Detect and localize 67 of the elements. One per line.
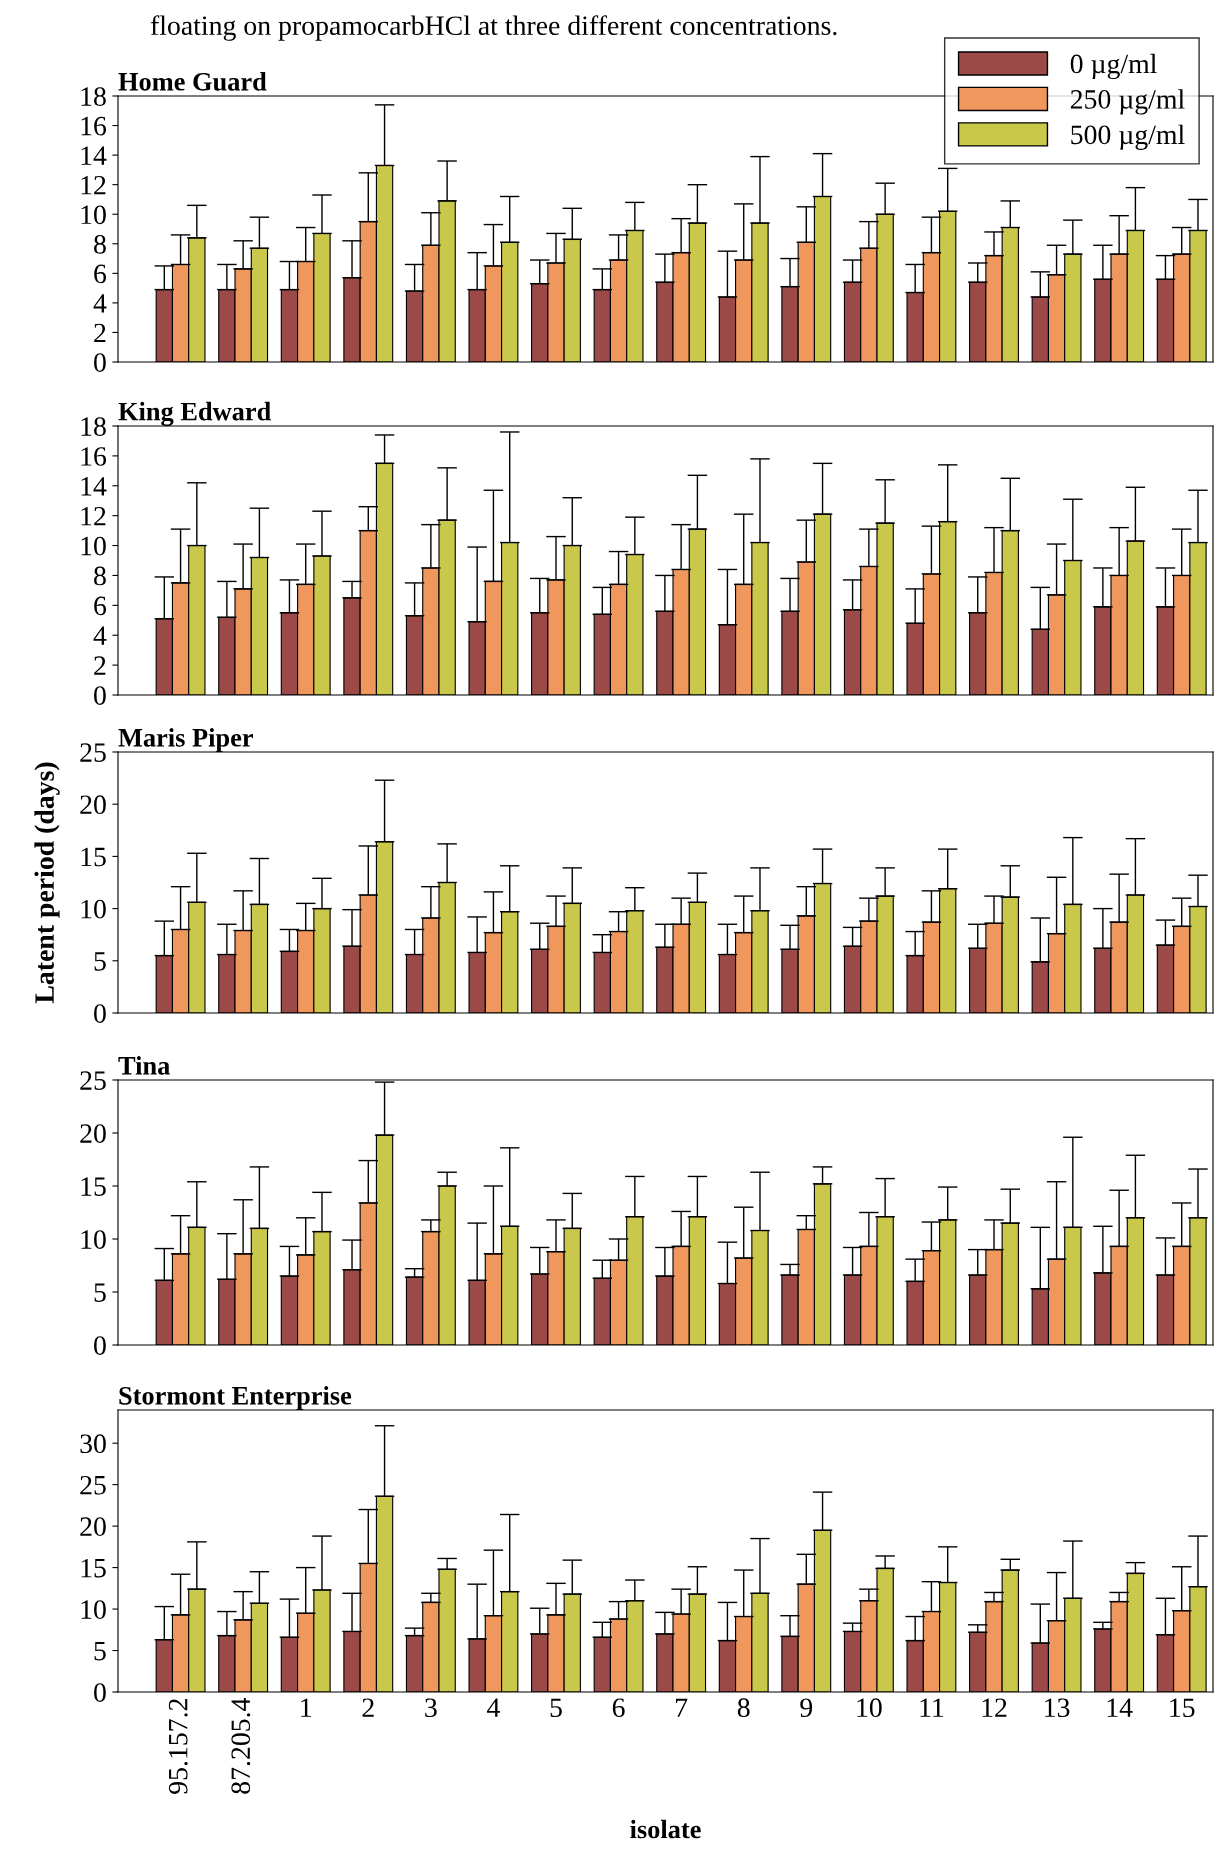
y-tick-label: 12	[81, 506, 106, 526]
x-tick-label: 3	[425, 1698, 437, 1718]
x-tick-label: 14	[1107, 1698, 1133, 1717]
y-tick-label: 25	[80, 1071, 106, 1090]
y-tick-label: 20	[80, 795, 106, 815]
y-tick-label: 5	[94, 952, 106, 971]
x-tick-label: 95.157.2	[168, 1699, 188, 1794]
y-tick-label: 18	[81, 87, 106, 106]
y-tick-label: 15	[81, 1558, 106, 1578]
y-tick-label: 20	[80, 1124, 106, 1143]
y-tick-label: 16	[81, 447, 107, 466]
x-tick-label: 12	[982, 1698, 1007, 1717]
y-tick-label: 30	[80, 1434, 106, 1454]
y-tick-label: 10	[81, 1230, 106, 1249]
y-tick-label: 0	[94, 1683, 106, 1702]
y-tick-label: 6	[94, 264, 107, 284]
text: floating on propamocarbHCl at three different concentrations.	[150, 15, 837, 41]
y-axis-title: Latent period (days)	[34, 762, 60, 1004]
y-tick-label: 2	[94, 656, 106, 675]
y-tick-label: 14	[81, 146, 107, 165]
x-tick-label: 87.205.4	[231, 1697, 251, 1794]
x-tick-label: 1	[301, 1698, 311, 1717]
x-tick-label: 9	[800, 1698, 813, 1718]
x-tick-label: 13	[1045, 1698, 1070, 1718]
y-tick-label: 5	[94, 1283, 106, 1302]
x-tick-label: 11	[920, 1698, 944, 1717]
y-tick-label: 10	[81, 536, 106, 556]
legend-label: 500 µg/ml	[1071, 124, 1185, 150]
y-tick-label: 8	[94, 566, 106, 586]
x-tick-label: 10	[857, 1698, 882, 1718]
chart-title: Maris Piper	[118, 728, 253, 752]
y-tick-label: 15	[81, 847, 106, 867]
y-tick-label: 14	[81, 477, 107, 496]
y-tick-label: 10	[81, 205, 106, 225]
chart-title: Tina	[118, 1056, 170, 1075]
y-tick-label: 0	[94, 353, 106, 372]
y-tick-label: 10	[81, 1600, 106, 1619]
y-tick-label: 12	[81, 175, 106, 195]
chart-title: Stormont Enterprise	[119, 1386, 352, 1410]
x-tick-label: 4	[487, 1698, 500, 1717]
x-axis-title: isolate	[630, 1819, 701, 1839]
y-tick-label: 25	[80, 1475, 106, 1495]
y-tick-label: 6	[94, 596, 107, 616]
y-tick-label: 4	[93, 626, 107, 645]
x-tick-label: 7	[676, 1698, 688, 1717]
legend-label: 0 µg/ml	[1070, 53, 1157, 80]
y-tick-label: 16	[81, 116, 107, 136]
y-tick-label: 0	[94, 1004, 106, 1023]
y-tick-label: 0	[94, 1336, 106, 1355]
y-tick-label: 25	[80, 743, 106, 762]
chart-title: King Edward	[118, 401, 271, 426]
y-tick-label: 5	[94, 1641, 106, 1661]
y-tick-label: 20	[80, 1517, 106, 1537]
x-tick-label: 6	[612, 1698, 625, 1718]
x-tick-label: 2	[362, 1698, 374, 1717]
x-tick-label: 15	[1170, 1698, 1195, 1718]
chart-title: Home Guard	[118, 72, 267, 91]
x-tick-label: 5	[550, 1698, 562, 1718]
y-tick-label: 18	[81, 417, 106, 436]
y-tick-label: 2	[94, 323, 106, 343]
x-tick-label: 8	[737, 1698, 750, 1718]
y-tick-label: 10	[81, 899, 106, 919]
y-tick-label: 4	[93, 294, 107, 313]
y-tick-label: 15	[81, 1177, 106, 1196]
y-tick-label: 8	[94, 234, 106, 254]
legend-label: 250 µg/ml	[1070, 89, 1185, 115]
y-tick-label: 0	[94, 686, 106, 705]
